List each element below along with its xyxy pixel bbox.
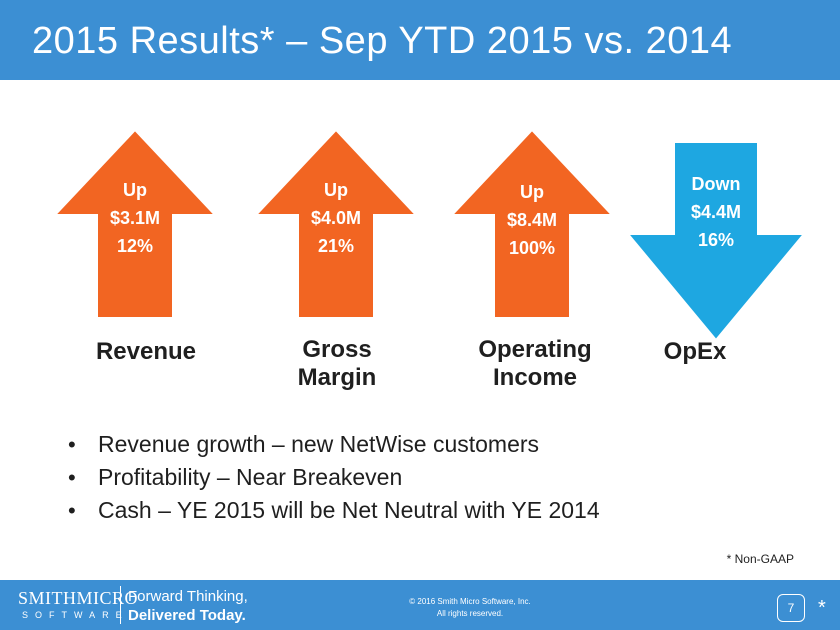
company-logo: SMITHMICRO <box>18 588 139 608</box>
copyright-line-2: All rights reserved. <box>436 609 504 618</box>
revenue-amount: $3.1M <box>109 208 161 228</box>
tagline-line-2: Delivered Today. <box>128 607 246 624</box>
operating-income-amount: $8.4M <box>506 210 558 230</box>
gross-margin-direction: Up <box>324 180 348 200</box>
page-number: 7 <box>777 594 805 622</box>
bullet-list: Revenue growth – new NetWise customers P… <box>68 428 600 527</box>
operating-income-percent: 100% <box>508 238 556 258</box>
tagline-line-1: Forward Thinking, <box>128 588 248 605</box>
opex-direction: Down <box>691 174 741 194</box>
operating-income-direction: Up <box>520 182 544 202</box>
revenue-percent: 12% <box>116 236 154 256</box>
up-arrow-operating-income-icon <box>449 128 615 319</box>
slide-title: 2015 Results* – Sep YTD 2015 vs. 2014 <box>32 20 733 62</box>
arrow-text-revenue: Up $3.1M 12% <box>80 176 190 260</box>
down-arrow-opex-icon <box>625 141 807 342</box>
company-logo-sub: SOFTWARE <box>22 610 129 620</box>
arrow-text-opex: Down $4.4M 16% <box>661 170 771 254</box>
metric-label-revenue: Revenue <box>95 338 197 365</box>
revenue-direction: Up <box>123 180 147 200</box>
metric-label-opex: OpEx <box>663 338 727 365</box>
metric-label-gross-margin: Gross Margin <box>297 336 377 391</box>
up-arrow-revenue-icon <box>52 128 218 319</box>
gross-margin-amount: $4.0M <box>310 208 362 228</box>
arrow-text-operating-income: Up $8.4M 100% <box>477 178 587 262</box>
opex-amount: $4.4M <box>690 202 742 222</box>
footer: SMITHMICRO SOFTWARE Forward Thinking, De… <box>0 580 840 630</box>
metric-label-operating-income: Operating Income <box>478 336 592 391</box>
arrow-text-gross-margin: Up $4.0M 21% <box>281 176 391 260</box>
copyright-line-1: © 2016 Smith Micro Software, Inc. <box>409 597 531 606</box>
star-icon: * <box>818 597 826 619</box>
footnote: * Non-GAAP <box>726 552 794 566</box>
title-bar: 2015 Results* – Sep YTD 2015 vs. 2014 <box>0 0 840 80</box>
copyright: © 2016 Smith Micro Software, Inc. All ri… <box>360 596 580 620</box>
bullet-item: Cash – YE 2015 will be Net Neutral with … <box>68 494 600 527</box>
bullet-item: Revenue growth – new NetWise customers <box>68 428 600 461</box>
bullet-item: Profitability – Near Breakeven <box>68 461 600 494</box>
up-arrow-gross-margin-icon <box>253 128 419 319</box>
opex-percent: 16% <box>697 230 735 250</box>
logo-divider <box>120 586 121 624</box>
gross-margin-percent: 21% <box>317 236 355 256</box>
